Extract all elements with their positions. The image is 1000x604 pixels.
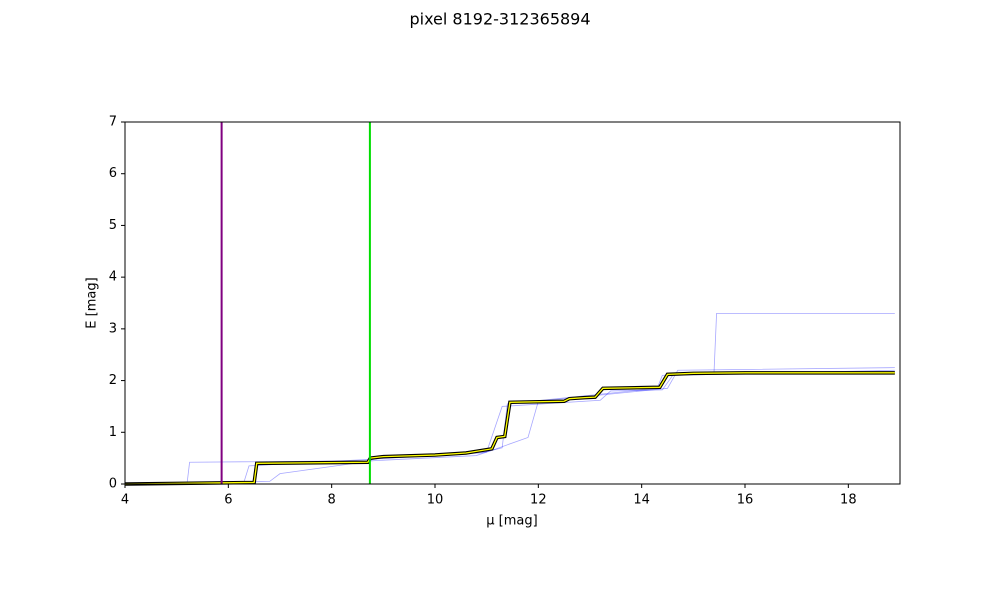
y-tick-label: 5: [109, 218, 117, 233]
x-tick-label: 10: [427, 493, 444, 508]
x-tick-label: 6: [224, 493, 232, 508]
y-tick-label: 2: [109, 373, 117, 388]
y-tick-label: 6: [109, 166, 117, 181]
x-tick-label: 8: [328, 493, 336, 508]
sample-line: [124, 367, 895, 485]
y-tick-label: 4: [109, 270, 117, 285]
y-tick-label: 1: [109, 425, 117, 440]
y-axis-label: E [mag]: [85, 277, 100, 328]
best-fit-outline: [124, 371, 895, 486]
x-tick-label: 14: [633, 493, 650, 508]
sample-line: [124, 369, 895, 485]
x-tick-label: 18: [840, 493, 857, 508]
x-axis-label: μ [mag]: [486, 514, 537, 529]
x-tick-label: 12: [530, 493, 547, 508]
x-tick-label: 4: [121, 493, 129, 508]
y-tick-label: 0: [109, 477, 117, 492]
x-tick-label: 16: [737, 493, 754, 508]
sample-line: [125, 312, 895, 485]
y-tick-label: 7: [109, 115, 117, 130]
best-fit-line: [124, 372, 895, 485]
y-tick-label: 3: [109, 321, 117, 336]
plot-frame: [124, 121, 901, 485]
chart-title: pixel 8192-312365894: [409, 10, 590, 29]
